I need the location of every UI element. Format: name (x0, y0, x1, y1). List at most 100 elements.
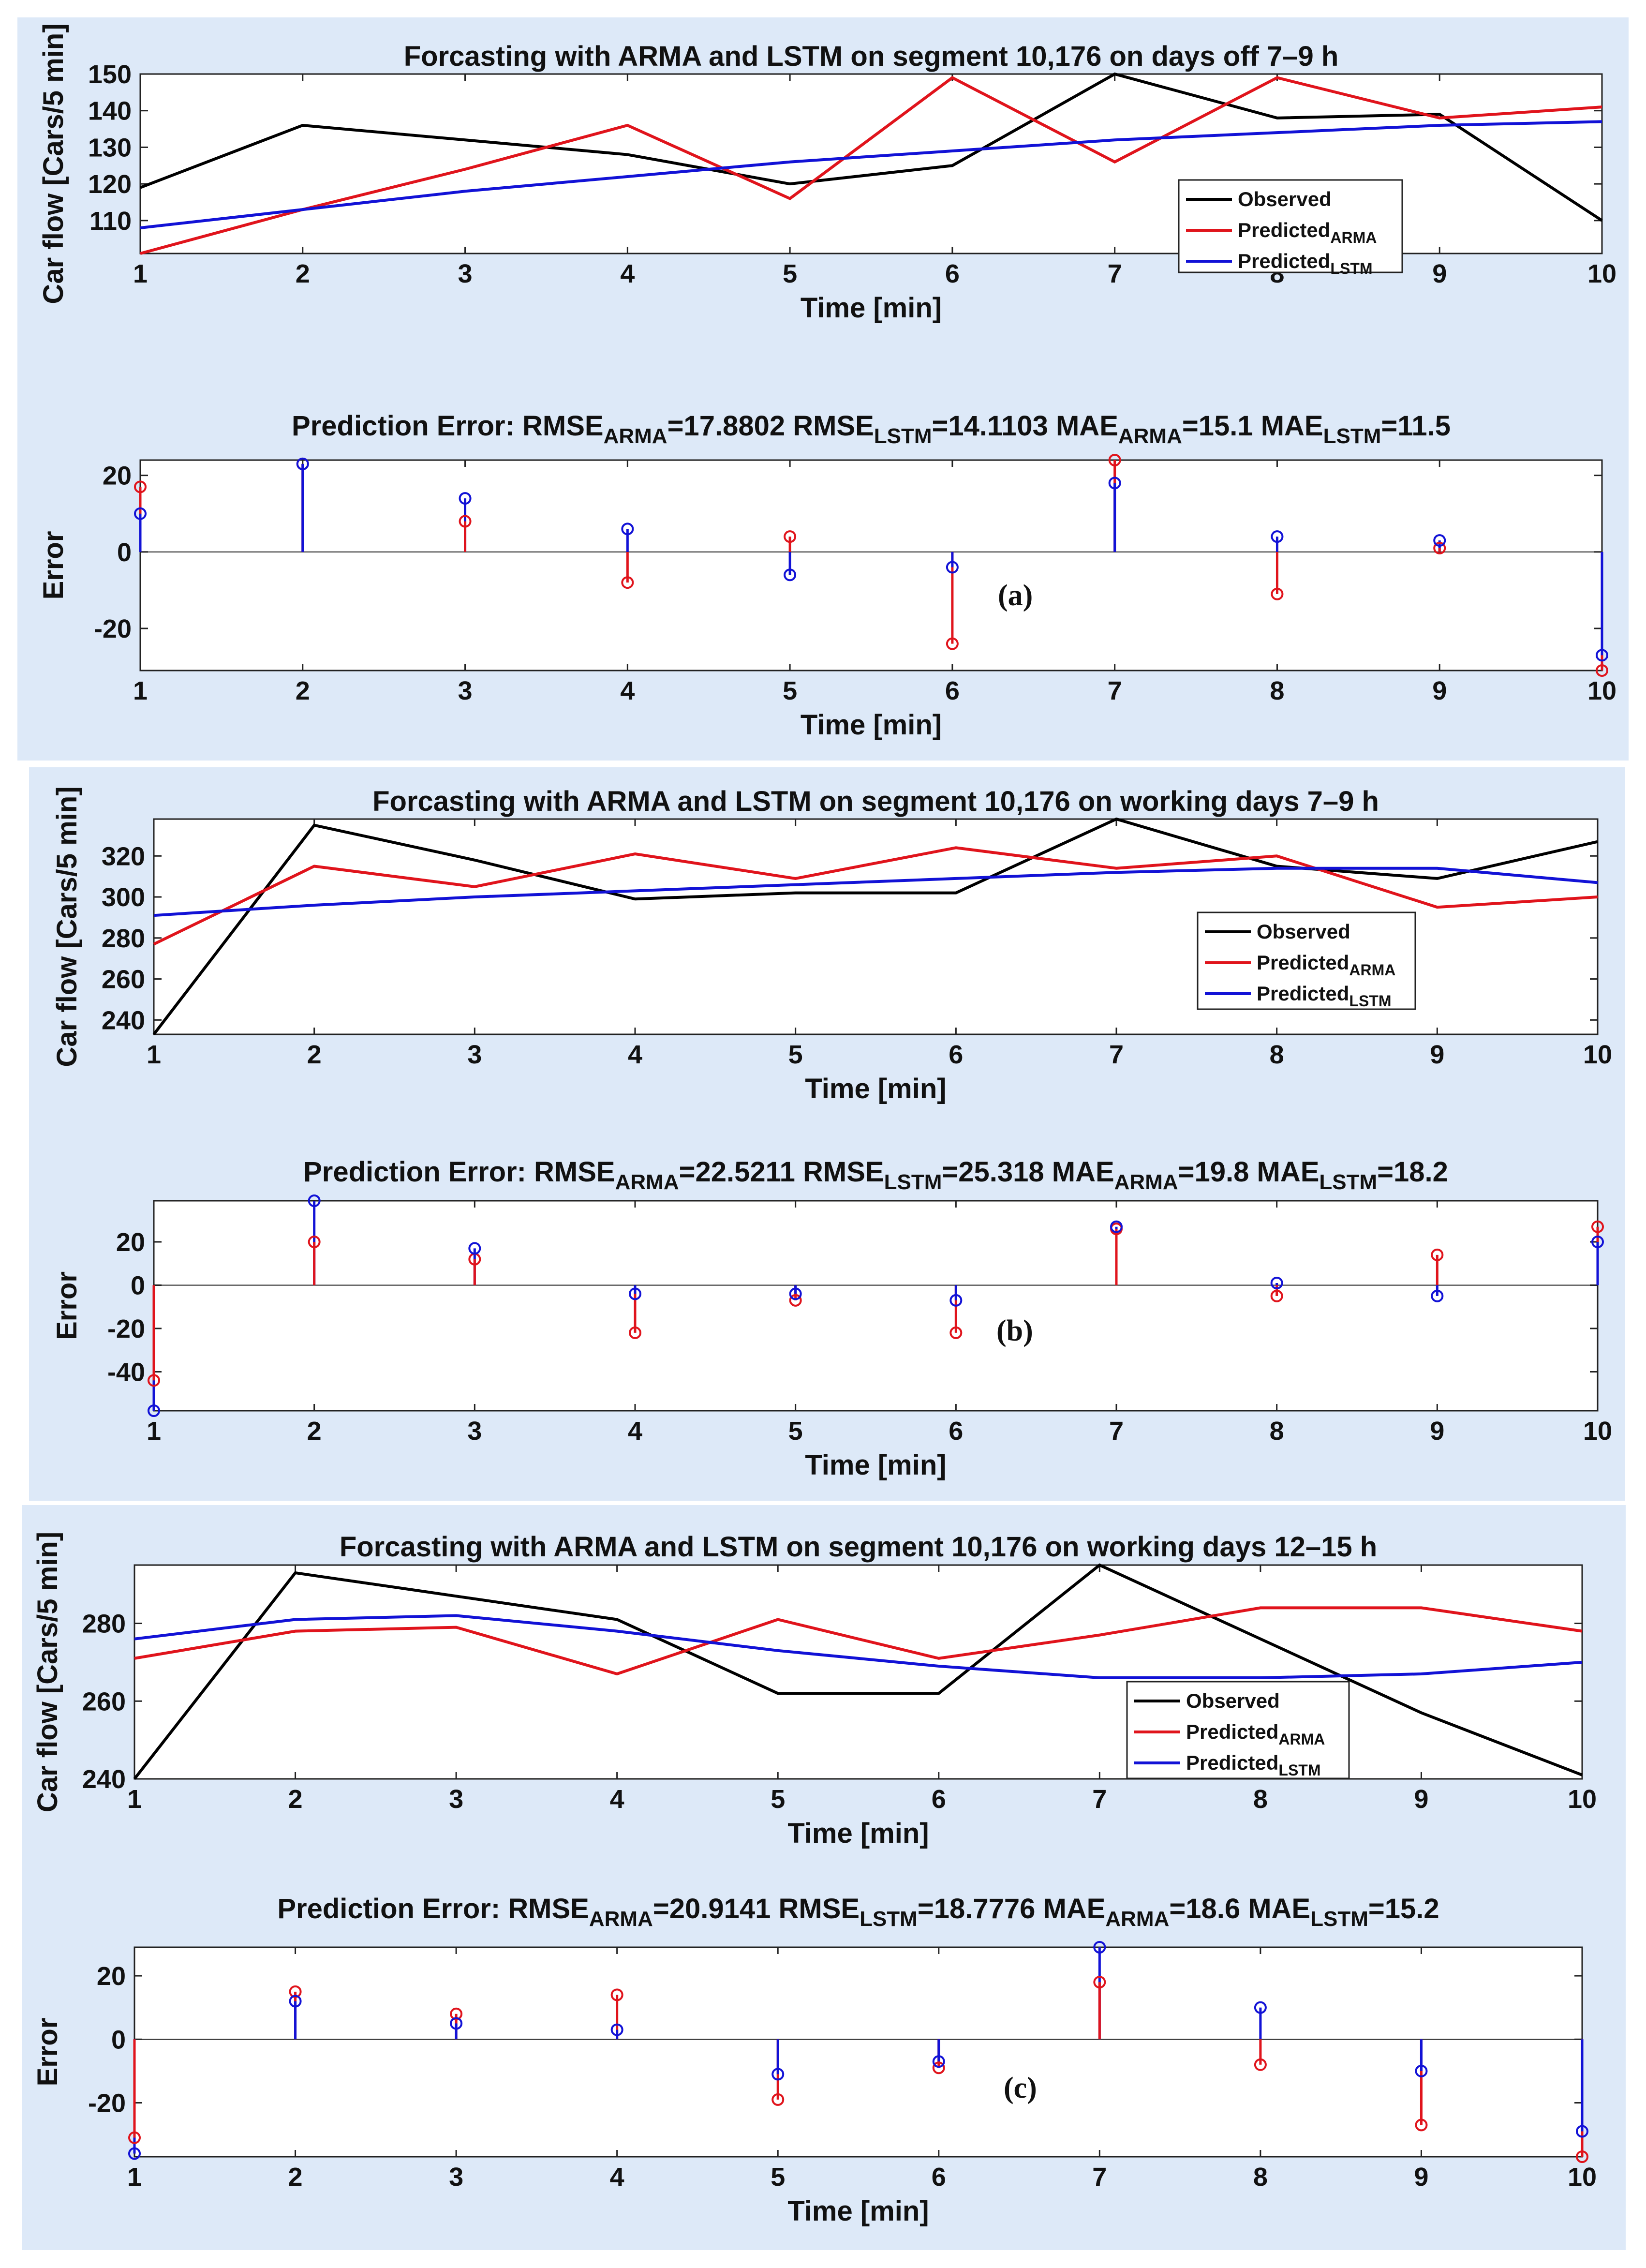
forecast-x-tick-label: 9 (1432, 259, 1447, 288)
error-marker-lstm (932, 2055, 945, 2068)
error-marker-lstm (450, 2017, 463, 2030)
panel-label-b: (b) (996, 1314, 1033, 1347)
error-marker-arma (1093, 1976, 1106, 1989)
legend-box (1178, 179, 1403, 273)
error-x-tick-label: 5 (771, 2163, 785, 2192)
error-marker-lstm (1415, 2064, 1428, 2077)
forecast-x-tick-label: 3 (467, 1040, 482, 1069)
error-title: Prediction Error: RMSEARMA=22.5211 RMSEL… (303, 1156, 1448, 1194)
forecast-x-tick-label: 5 (788, 1040, 803, 1069)
error-y-tick-label: -40 (107, 1358, 145, 1387)
forecast-x-tick-label: 2 (296, 259, 310, 288)
error-marker-lstm (621, 522, 634, 536)
error-x-tick-label: 10 (1583, 1417, 1612, 1446)
error-x-tick-label: 9 (1414, 2163, 1428, 2192)
error-x-tick-label: 8 (1253, 2163, 1268, 2192)
forecast-y-tick-label: 260 (102, 965, 145, 994)
forecast-y-tick-label: 110 (89, 207, 132, 236)
error-marker-lstm (1110, 1220, 1123, 1233)
error-chart-b: Prediction Error: RMSEARMA=22.5211 RMSEL… (51, 1156, 1612, 1481)
forecast-y-tick-label: 280 (102, 924, 145, 953)
error-marker-arma (134, 480, 147, 493)
forecast-title: Forcasting with ARMA and LSTM on segment… (372, 786, 1379, 817)
error-x-tick-label: 6 (945, 676, 960, 705)
error-x-axis-label: Time [min] (805, 1449, 946, 1481)
error-x-tick-label: 10 (1568, 2163, 1597, 2192)
error-marker-lstm (1591, 1236, 1604, 1249)
error-x-tick-label: 6 (949, 1417, 963, 1446)
forecast-y-tick-label: 280 (82, 1610, 126, 1639)
error-marker-lstm (789, 1287, 802, 1300)
forecast-y-axis-label: Car flow [Cars/5 min] (38, 23, 69, 304)
error-x-tick-label: 8 (1270, 676, 1284, 705)
forecast-y-tick-label: 260 (82, 1687, 126, 1716)
error-marker-lstm (1254, 2001, 1267, 2014)
forecast-x-tick-label: 6 (932, 1785, 946, 1814)
forecast-chart-c: Forcasting with ARMA and LSTM on segment… (32, 1531, 1597, 1849)
error-marker-arma (771, 2093, 785, 2106)
forecast-x-tick-label: 4 (610, 1785, 624, 1814)
error-marker-lstm (1271, 530, 1284, 543)
error-marker-arma (621, 576, 634, 589)
error-marker-arma (1433, 541, 1446, 554)
error-marker-arma (1591, 1220, 1604, 1233)
forecast-x-tick-label: 6 (945, 259, 960, 288)
forecast-x-tick-label: 3 (458, 259, 473, 288)
error-marker-arma (1108, 454, 1121, 466)
forecast-x-axis-label: Time [min] (787, 1818, 929, 1849)
error-marker-arma (784, 530, 797, 543)
error-y-tick-label: 20 (103, 462, 132, 491)
error-marker-lstm (148, 1404, 160, 1417)
error-marker-lstm (610, 2023, 623, 2036)
error-marker-arma (1576, 2150, 1588, 2163)
error-y-tick-label: 0 (111, 2025, 126, 2054)
chart-a-svg: Forcasting with ARMA and LSTM on segment… (38, 23, 1616, 741)
error-x-tick-label: 4 (628, 1417, 642, 1446)
forecast-legend: Observed PredictedARMA PredictedLSTM (1178, 179, 1403, 277)
forecast-x-tick-label: 4 (628, 1040, 642, 1069)
error-marker-arma (1415, 2119, 1428, 2132)
forecast-x-axis-label: Time [min] (801, 292, 942, 324)
error-marker-lstm (1431, 1289, 1444, 1302)
forecast-y-tick-label: 150 (88, 60, 132, 89)
error-plot-area (139, 459, 1603, 671)
error-marker-lstm (1270, 1277, 1283, 1290)
error-plot-area (133, 1946, 1583, 2158)
forecast-x-tick-label: 10 (1568, 1785, 1597, 1814)
error-x-tick-label: 7 (1092, 2163, 1107, 2192)
error-marker-lstm (629, 1287, 641, 1300)
error-x-tick-label: 3 (467, 1417, 482, 1446)
forecast-x-tick-label: 7 (1108, 259, 1122, 288)
forecast-legend: Observed PredictedARMA PredictedLSTM (1197, 911, 1416, 1010)
forecast-series-line-lstm (134, 1614, 1583, 1680)
error-marker-arma (932, 2061, 945, 2074)
error-x-tick-label: 4 (610, 2163, 624, 2192)
legend-entry-label: PredictedLSTM (1238, 250, 1373, 277)
error-marker-lstm (1576, 2125, 1588, 2138)
error-marker-lstm (1108, 477, 1121, 490)
error-x-tick-label: 9 (1430, 1417, 1444, 1446)
forecast-x-tick-label: 10 (1587, 259, 1616, 288)
forecast-y-tick-label: 300 (102, 883, 145, 912)
error-y-axis-label: Error (38, 531, 69, 600)
error-chart-a: Prediction Error: RMSEARMA=17.8802 RMSEL… (38, 410, 1616, 741)
chart-panel-b: Forcasting with ARMA and LSTM on segment… (29, 767, 1625, 1501)
error-marker-lstm (134, 507, 147, 520)
error-plot-area (153, 1200, 1599, 1412)
error-marker-arma (148, 1374, 160, 1387)
error-marker-lstm (289, 1995, 302, 2008)
error-marker-arma (1431, 1248, 1444, 1261)
error-x-tick-label: 1 (147, 1417, 161, 1446)
error-x-tick-label: 10 (1587, 676, 1616, 705)
panel-label-c: (c) (1004, 2072, 1037, 2104)
error-marker-arma (629, 1326, 641, 1339)
forecast-chart-a: Forcasting with ARMA and LSTM on segment… (38, 23, 1616, 324)
forecast-series-line-arma (134, 1606, 1583, 1676)
error-x-tick-label: 3 (449, 2163, 463, 2192)
forecast-x-tick-label: 9 (1430, 1040, 1444, 1069)
error-y-tick-label: 20 (116, 1228, 145, 1257)
error-marker-arma (946, 637, 959, 650)
error-marker-lstm (784, 568, 797, 582)
error-marker-arma (610, 1988, 623, 2001)
error-marker-lstm (1433, 534, 1446, 547)
